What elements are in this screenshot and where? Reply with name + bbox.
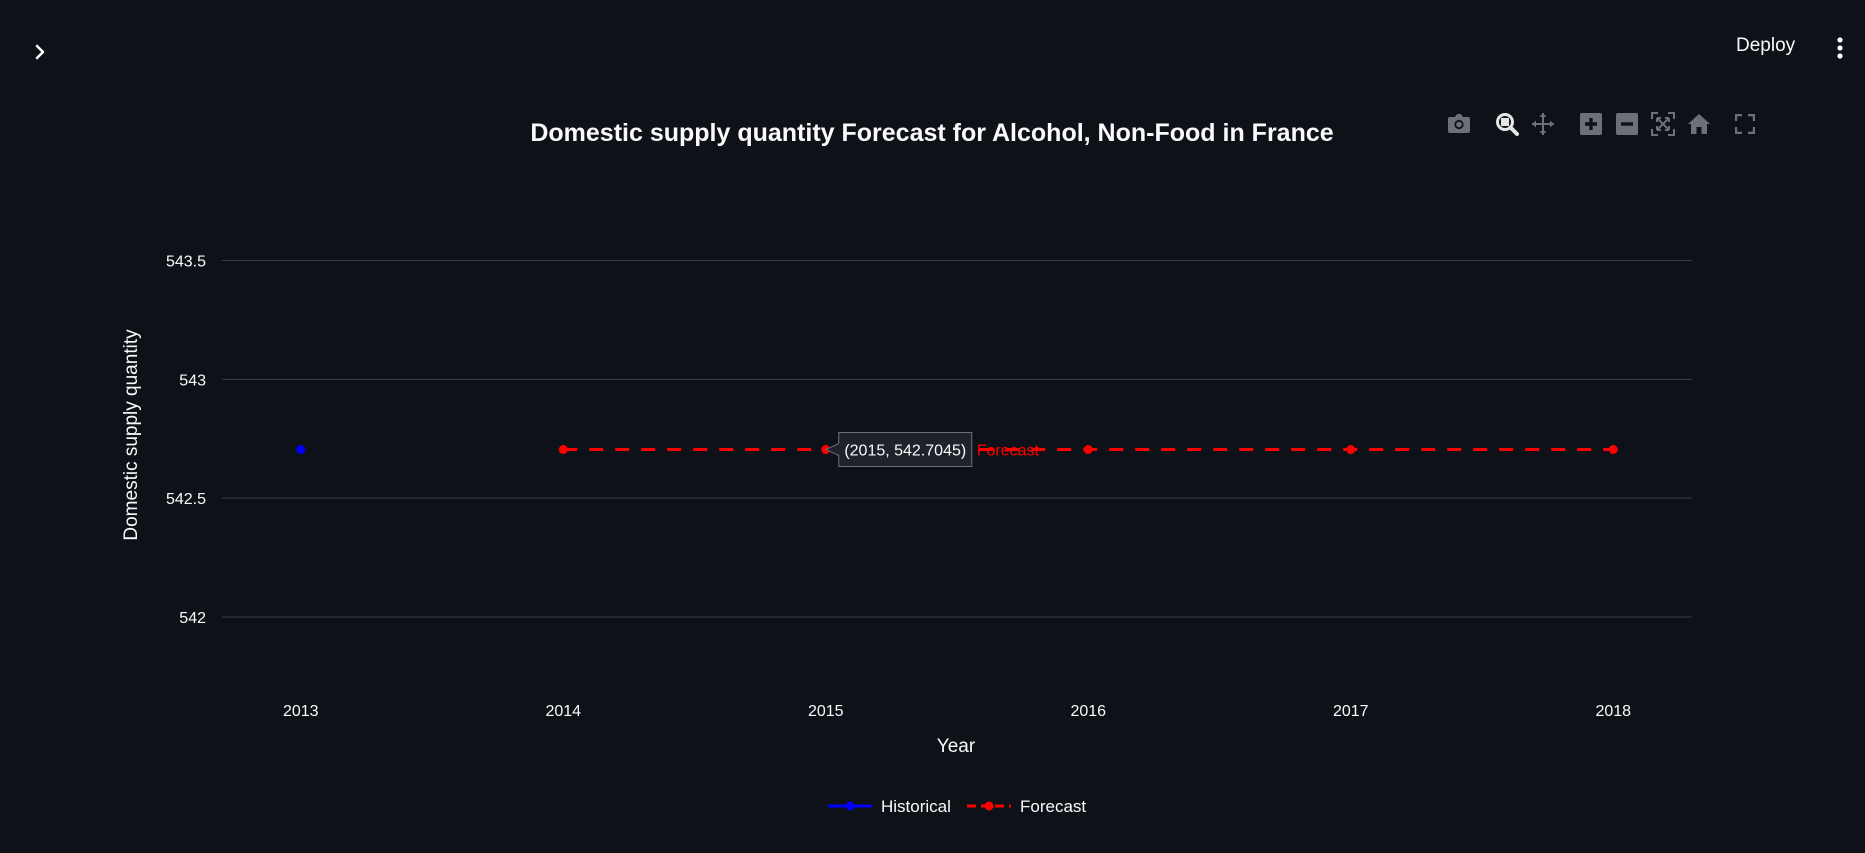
- data-point-forecast[interactable]: [558, 445, 568, 455]
- legend-item-forecast[interactable]: Forecast: [1020, 797, 1086, 816]
- x-axis-label: Year: [937, 736, 976, 757]
- x-tick-label: 2015: [808, 703, 844, 720]
- y-tick-label: 543.5: [166, 254, 206, 271]
- legend-item-historical[interactable]: Historical: [881, 797, 951, 816]
- autoscale-icon: [1651, 112, 1675, 136]
- data-point-forecast[interactable]: [1346, 445, 1356, 455]
- zoom-out-icon: [1616, 113, 1638, 135]
- zoom-icon: [1496, 113, 1519, 136]
- reset-axes-button[interactable]: [1685, 110, 1713, 138]
- pan-icon: [1532, 113, 1554, 135]
- y-tick-label: 542: [179, 610, 206, 627]
- y-tick-label: 542.5: [166, 491, 206, 508]
- zoom-button[interactable]: [1493, 110, 1521, 138]
- pan-button[interactable]: [1529, 110, 1557, 138]
- camera-icon: [1448, 114, 1470, 133]
- zoom-in-button[interactable]: [1577, 110, 1605, 138]
- x-tick-label: 2017: [1333, 703, 1369, 720]
- download-png-button[interactable]: [1445, 110, 1473, 138]
- main-menu-button[interactable]: [1826, 30, 1854, 66]
- x-tick-label: 2014: [545, 703, 581, 720]
- y-tick-label: 543: [179, 372, 206, 389]
- data-point-forecast[interactable]: [1083, 445, 1093, 455]
- zoom-in-icon: [1580, 113, 1602, 135]
- x-tick-label: 2016: [1070, 703, 1106, 720]
- zoom-out-button[interactable]: [1613, 110, 1641, 138]
- chart-title: Domestic supply quantity Forecast for Al…: [530, 119, 1333, 147]
- hover-tooltip-box: [824, 432, 973, 468]
- fullscreen-icon: [1735, 114, 1755, 134]
- autoscale-button[interactable]: [1649, 110, 1677, 138]
- hover-tooltip-label: Forecast: [977, 443, 1040, 460]
- data-point-historical[interactable]: [296, 445, 306, 455]
- y-axis-label: Domestic supply quantity: [121, 329, 142, 541]
- deploy-button[interactable]: Deploy: [1736, 35, 1796, 56]
- chevron-right-icon: [35, 44, 45, 60]
- legend-marker-forecast: [984, 801, 994, 811]
- hover-tooltip-text: (2015, 542.7045): [844, 443, 966, 460]
- fullscreen-button[interactable]: [1731, 110, 1759, 138]
- home-icon: [1688, 114, 1710, 134]
- x-tick-label: 2018: [1595, 703, 1631, 720]
- chart-modebar: [0, 110, 1865, 138]
- vertical-dots-icon: [1837, 37, 1843, 59]
- data-point-forecast[interactable]: [1608, 445, 1618, 455]
- legend-marker-historical: [845, 801, 855, 811]
- x-tick-label: 2013: [283, 703, 319, 720]
- sidebar-expand-button[interactable]: [26, 38, 54, 66]
